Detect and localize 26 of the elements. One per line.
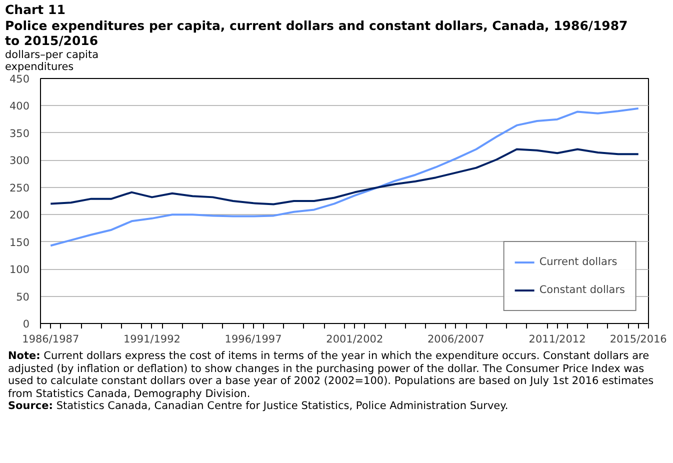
y-tick-label: 300 [9,155,30,168]
x-tick-label: 2001/2002 [326,334,384,346]
y-tick-label: 200 [9,210,30,222]
x-tick-label: 2011/2012 [528,334,586,346]
line-series [50,148,640,206]
x-tick-label: 1991/1992 [123,334,180,346]
y-tick-label: 450 [9,74,30,86]
chart-subtitle: Police expenditures per capita, current dollars and constant dollars, Canada, 1986/1987 to 2015/2016 [5,18,628,48]
source-note: Source: Statistics Canada, Canadian Centre for Justice Statistics, Police Administration Survey. [8,400,508,412]
y-tick-label: 350 [9,128,30,140]
y-tick-label: 250 [9,182,30,194]
legend-label: Constant dollars [539,284,625,296]
x-tick-label: 1996/1997 [224,334,282,346]
x-tick-label: 2015/2016 [610,334,668,346]
chart-title: Chart 11 [5,2,66,17]
line-series [50,107,640,247]
y-tick-label: 100 [9,264,30,276]
x-tick-label: 2006/2007 [427,334,484,346]
y-tick-label: 150 [9,236,30,249]
y-tick-label: 50 [16,291,30,304]
y-axis-title: dollars–per capita expenditures [5,48,100,73]
y-tick-label: 0 [22,318,30,330]
x-tick-label: 1986/1987 [22,334,80,346]
legend-label: Current dollars [539,256,618,268]
text: Note: Current dollars express the cost of items in terms of the year in which the expenditure occurs. Constant dollars are adjusted (by inflation or deflation) to show changes in the purchasing power of the dollar. The Consumer Price Index was used to calculate constant dollars over a base year of 2002 (2002=100). Populations are based on July 1st 2016 estimates from Statistics Canada, Demography Division. [8,350,654,400]
y-tick-label: 400 [9,100,30,113]
